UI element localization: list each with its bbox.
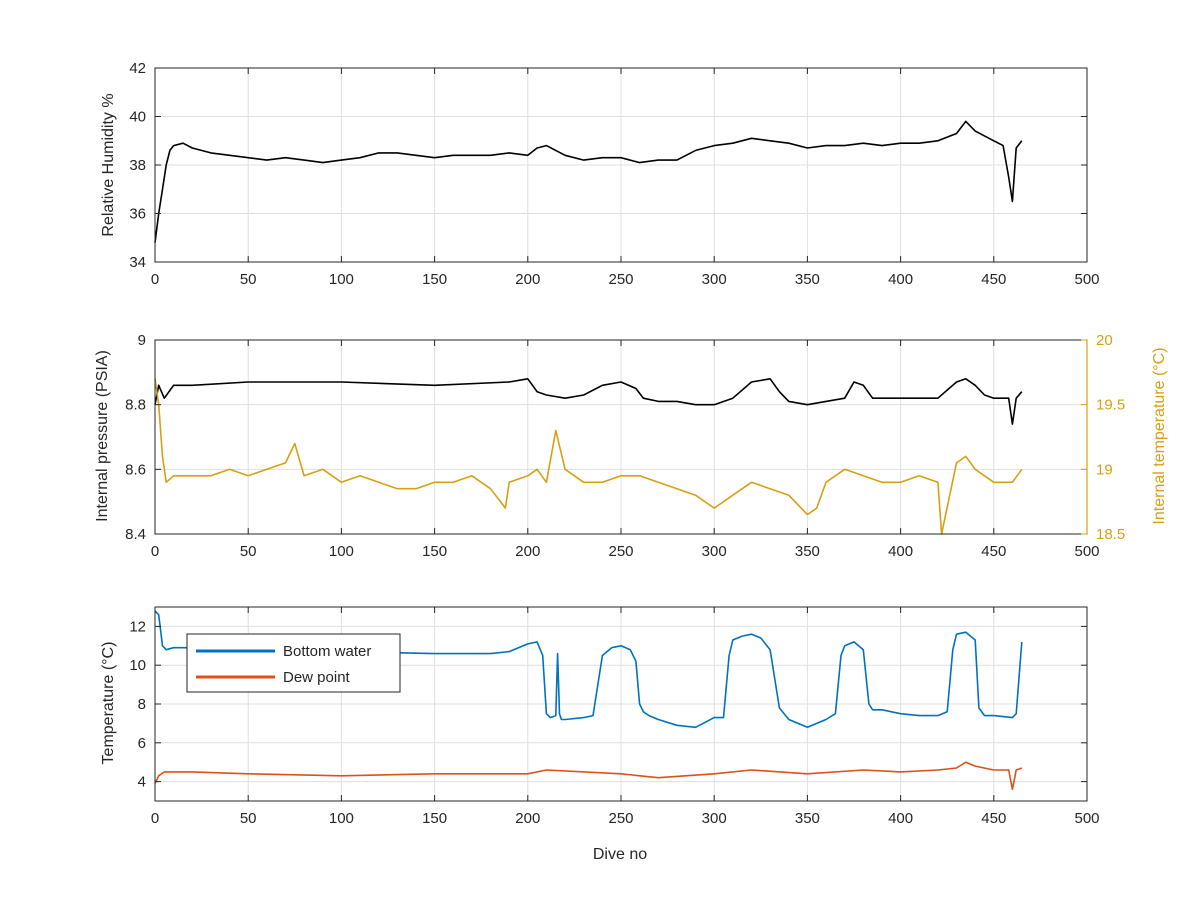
y-tick-label: 40 [129,109,146,126]
x-tick-label: 200 [515,543,540,560]
y-tick-label: 38 [129,157,146,174]
legend-entry: Bottom water [283,643,371,660]
x-tick-label: 250 [608,810,633,827]
right-y-tick-label: 19.5 [1096,397,1125,414]
legend: Bottom water Dew point [186,633,401,693]
x-tick-label: 200 [515,271,540,288]
y-tick-label: 10 [129,657,146,674]
y-tick-label: 9 [138,332,146,349]
right-y-tick-label: 18.5 [1096,526,1125,543]
y-tick-label: 8.8 [125,397,146,414]
y-tick-label: 8.4 [125,526,146,543]
x-tick-label: 450 [981,271,1006,288]
temperature-panel: Temperature (°C) Dive no 0 50 100 150 200 250… [100,606,1100,863]
x-tick-label: 350 [795,271,820,288]
x-tick-label: 350 [795,543,820,560]
x-tick-label: 300 [702,810,727,827]
x-tick-label: 150 [422,543,447,560]
x-tick-label: 150 [422,271,447,288]
pressure-ylabel: Internal pressure (PSIA) [94,350,111,522]
x-tick-label: 250 [608,543,633,560]
x-tick-label: 400 [888,543,913,560]
y-tick-label: 34 [129,254,146,271]
x-tick-label: 300 [702,271,727,288]
y-tick-label: 4 [138,774,146,791]
x-tick-label: 300 [702,543,727,560]
y-tick-label: 42 [129,60,146,77]
series-line-1 [154,378,1023,535]
series-line-0 [154,377,1023,425]
x-tick-label: 450 [981,543,1006,560]
x-tick-label: 100 [329,810,354,827]
bottom-water-line [154,610,1023,729]
right-y-tick-label: 20 [1096,332,1113,349]
x-tick-label: 350 [795,810,820,827]
x-tick-label: 500 [1074,810,1099,827]
x-tick-label: 0 [151,543,159,560]
y-tick-label: 8.6 [125,461,146,478]
legend-box [186,633,401,693]
x-tick-label: 100 [329,271,354,288]
x-tick-label: 500 [1074,271,1099,288]
humidity-panel: Relative Humidity % 0 50 100 150 200 250 300 35… [100,60,1100,288]
x-tick-label: 450 [981,810,1006,827]
y-tick-label: 12 [129,618,146,635]
legend-entry: Dew point [283,669,351,686]
x-tick-label: 50 [240,810,257,827]
y-tick-label: 8 [138,696,146,713]
x-tick-label: 100 [329,543,354,560]
pressure-panel: Internal pressure (PSIA) Internal temper… [94,332,1168,560]
x-tick-label: 0 [151,271,159,288]
temperature-ylabel: Temperature (°C) [100,642,117,765]
right-y-tick-label: 19 [1096,461,1113,478]
x-tick-label: 50 [240,271,257,288]
x-tick-label: 500 [1074,543,1099,560]
x-tick-label: 150 [422,810,447,827]
x-tick-label: 200 [515,810,540,827]
humidity-ylabel: Relative Humidity % [100,93,117,236]
dew-point-line [154,761,1023,791]
internal-temperature-ylabel: Internal temperature (°C) [1151,347,1168,524]
x-axis-label: Dive no [593,846,647,863]
y-tick-label: 36 [129,206,146,223]
x-tick-label: 250 [608,271,633,288]
x-tick-label: 0 [151,810,159,827]
x-tick-label: 50 [240,543,257,560]
series-line-0 [154,120,1023,243]
x-tick-label: 400 [888,810,913,827]
y-tick-label: 6 [138,735,146,752]
x-tick-label: 400 [888,271,913,288]
